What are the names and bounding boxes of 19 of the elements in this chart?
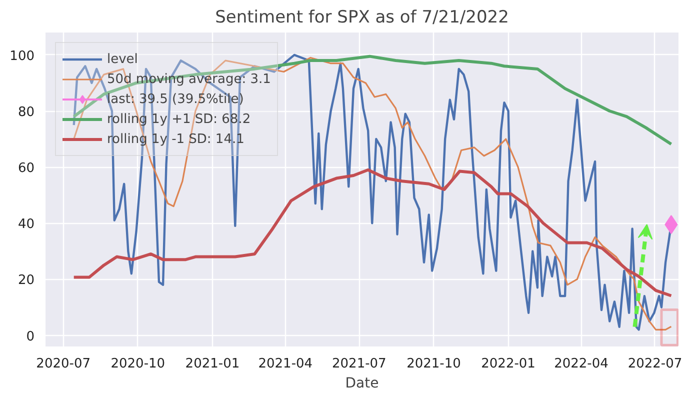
y-tick-label: 20: [18, 273, 35, 288]
x-tick-label: 2022-04: [554, 356, 608, 372]
y-tick-label: 40: [18, 217, 35, 232]
x-tick-label: 2021-10: [406, 356, 461, 372]
line-series: [72, 168, 673, 298]
x-tick-label: 2020-07: [36, 356, 90, 372]
y-tick-label: 60: [18, 161, 35, 176]
y-tick-label: 80: [18, 105, 35, 120]
x-tick-label: 2020-10: [110, 356, 166, 372]
legend-label: level: [107, 51, 138, 67]
chart-title: Sentiment for SPX as of 7/21/2022: [215, 8, 509, 28]
x-tick-label: 2021-04: [258, 356, 313, 372]
y-tick-label: 0: [26, 329, 35, 344]
y-tick-label: 100: [10, 48, 35, 64]
x-tick-label: 2021-01: [185, 356, 240, 372]
x-tick-label: 2021-07: [332, 356, 386, 372]
x-tick-label: 2022-01: [481, 356, 536, 372]
x-tick-label: 2022-07: [628, 356, 682, 372]
x-axis-title: Date: [345, 376, 379, 392]
